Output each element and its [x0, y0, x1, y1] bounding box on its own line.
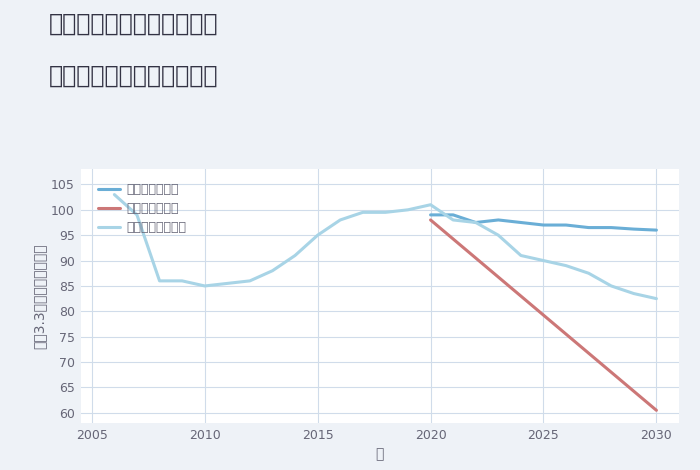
X-axis label: 年: 年 — [376, 447, 384, 461]
Text: 中古マンションの価格推移: 中古マンションの価格推移 — [49, 63, 218, 87]
Text: 奈良県高市郡高取町越智の: 奈良県高市郡高取町越智の — [49, 12, 218, 36]
Legend: グッドシナリオ, バッドシナリオ, ノーマルシナリオ: グッドシナリオ, バッドシナリオ, ノーマルシナリオ — [92, 178, 192, 240]
Y-axis label: 坪（3.3㎡）単価（万円）: 坪（3.3㎡）単価（万円） — [33, 243, 47, 349]
